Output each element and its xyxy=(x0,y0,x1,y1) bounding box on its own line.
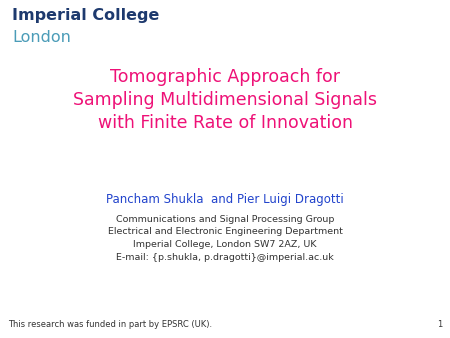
Text: London: London xyxy=(12,30,71,45)
Text: Imperial College: Imperial College xyxy=(12,8,159,23)
Text: Communications and Signal Processing Group
Electrical and Electronic Engineering: Communications and Signal Processing Gro… xyxy=(108,215,342,262)
Text: Pancham Shukla  and Pier Luigi Dragotti: Pancham Shukla and Pier Luigi Dragotti xyxy=(106,193,344,206)
Text: Tomographic Approach for
Sampling Multidimensional Signals
with Finite Rate of I: Tomographic Approach for Sampling Multid… xyxy=(73,68,377,132)
Text: This research was funded in part by EPSRC (UK).: This research was funded in part by EPSR… xyxy=(8,320,212,329)
Text: 1: 1 xyxy=(437,320,442,329)
